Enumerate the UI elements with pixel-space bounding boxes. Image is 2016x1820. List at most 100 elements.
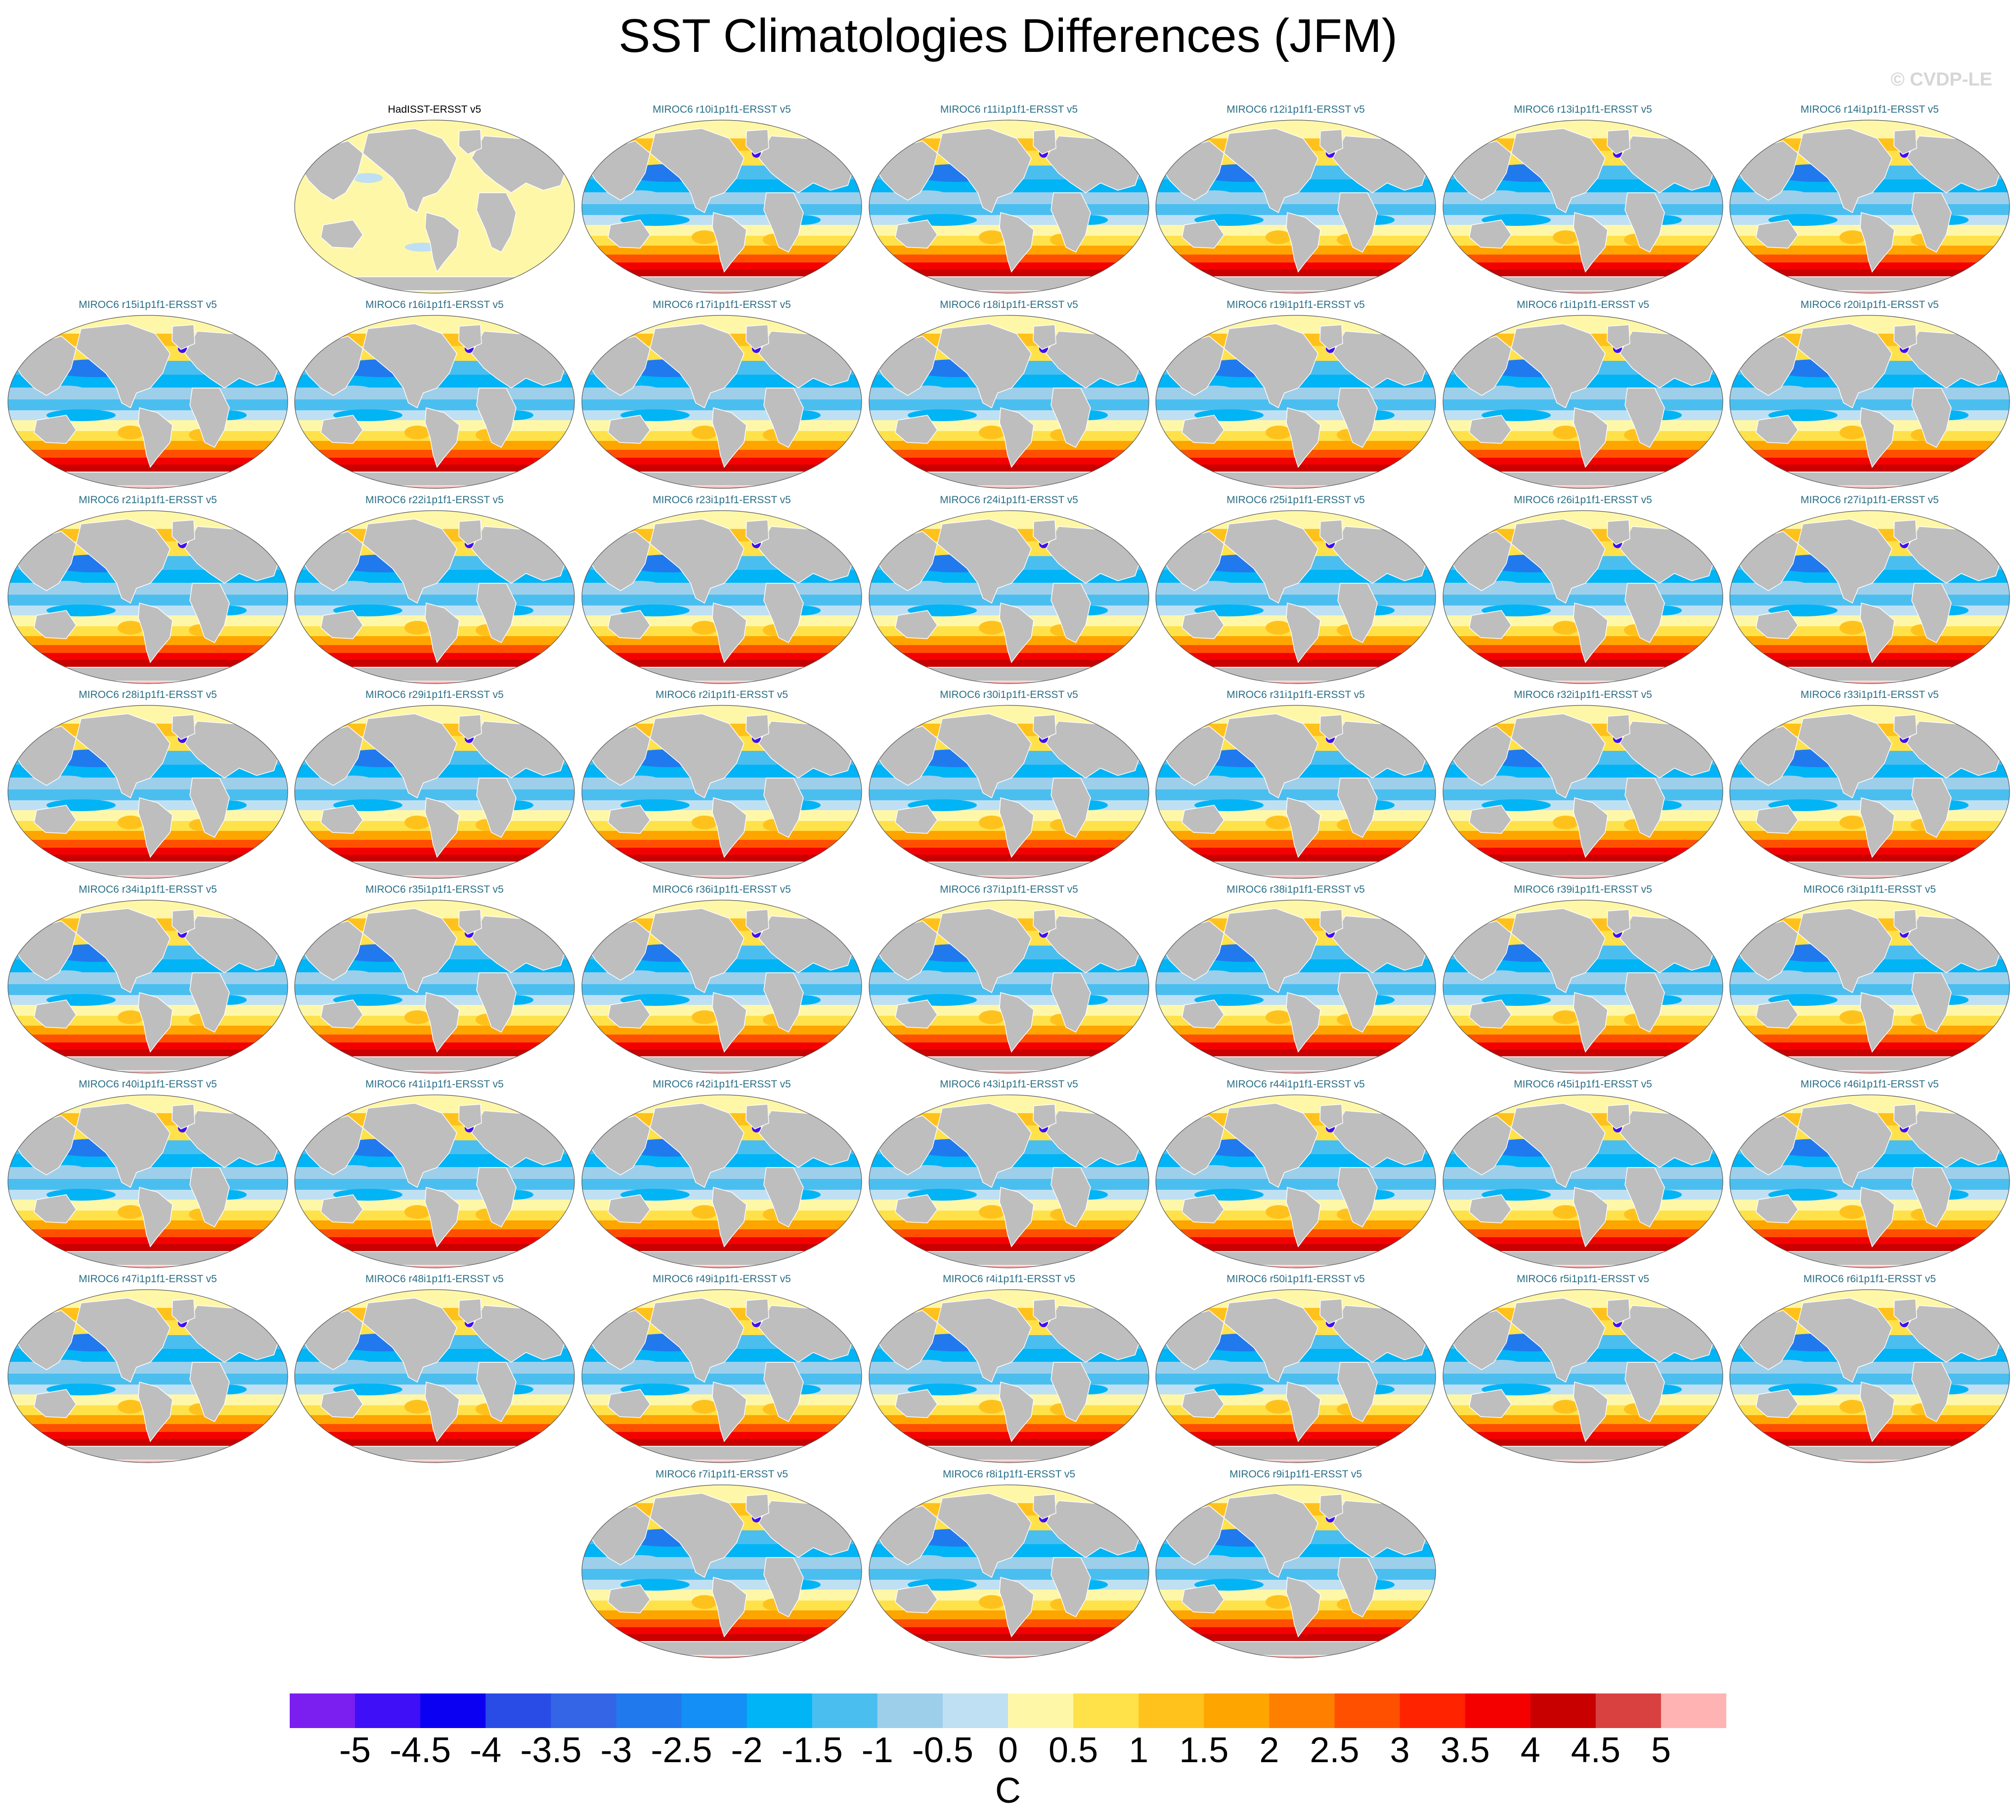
land-africa [1337, 583, 1378, 643]
land-south-america [999, 1382, 1034, 1442]
map-panel: MIROC6 r44i1p1f1-ERSST v5 [1155, 1079, 1437, 1269]
sst-band [1443, 1374, 1723, 1385]
map-outline [294, 705, 575, 879]
sst-band [295, 1439, 574, 1446]
land-africa [1337, 972, 1378, 1033]
land-greenland [1893, 1104, 1917, 1129]
sst-band [1443, 465, 1723, 472]
land-antarctica [1173, 1446, 1418, 1461]
sst-band [869, 204, 1149, 215]
land-north-america [1224, 519, 1318, 604]
colorbar-tick-label: 1 [1129, 1731, 1149, 1770]
sst-anomaly-patch [979, 230, 1005, 244]
land-greenland [1319, 1494, 1343, 1519]
land-south-america [712, 212, 747, 273]
sst-band [295, 789, 574, 800]
land-south-america [1286, 1382, 1321, 1442]
panel-title: MIROC6 r36i1p1f1-ERSST v5 [653, 884, 791, 895]
sst-band [1156, 399, 1436, 410]
map-field [8, 1095, 288, 1268]
map-outline [294, 1094, 575, 1268]
land-australia [895, 1584, 938, 1613]
map-field [582, 705, 862, 878]
land-africa [1911, 778, 1952, 838]
land-australia [1755, 415, 1798, 444]
colorbar-box [942, 1693, 1008, 1728]
land-australia [1182, 1194, 1225, 1223]
land-greenland [1893, 520, 1917, 545]
map-field [1730, 511, 2010, 684]
land-australia [895, 219, 938, 249]
sst-anomaly-patch [404, 1400, 430, 1414]
sst-band [8, 1237, 288, 1244]
land-north-america [650, 1493, 745, 1578]
sst-band [1156, 458, 1436, 465]
map-panel: MIROC6 r12i1p1f1-ERSST v5 [1155, 104, 1437, 294]
colorbar-box [1595, 1693, 1662, 1728]
map-panel: MIROC6 r15i1p1f1-ERSST v5 [7, 299, 289, 489]
colorbar-box [1661, 1693, 1726, 1728]
land-north-america [1224, 323, 1318, 409]
land-south-america [1286, 407, 1321, 468]
land-greenland [1033, 909, 1056, 935]
sst-difference-map [581, 1484, 862, 1658]
sst-difference-map [1729, 705, 2010, 879]
colorbar-tick-label: -4.5 [390, 1731, 451, 1770]
sst-difference-map [869, 1289, 1149, 1463]
map-panel: MIROC6 r26i1p1f1-ERSST v5 [1442, 494, 1724, 685]
land-antarctica [25, 1056, 270, 1071]
map-panel: HadISST-ERSST v5 [294, 104, 575, 294]
map-panel: MIROC6 r6i1p1f1-ERSST v5 [1729, 1273, 2011, 1464]
land-australia [320, 219, 363, 249]
sst-anomaly-patch [1553, 1010, 1578, 1024]
sst-band [295, 1374, 574, 1385]
sst-anomaly-patch [692, 1595, 717, 1609]
land-africa [476, 583, 517, 643]
panel-title: MIROC6 r30i1p1f1-ERSST v5 [940, 689, 1078, 700]
land-south-america [425, 797, 460, 858]
sst-difference-map [1443, 1094, 1723, 1268]
map-outline [1443, 120, 1723, 294]
sst-anomaly-patch [1553, 1205, 1578, 1219]
panel-title: MIROC6 r25i1p1f1-ERSST v5 [1227, 494, 1365, 506]
map-outline [581, 1289, 862, 1463]
land-south-america [1573, 603, 1608, 663]
sst-difference-map [1155, 1289, 1436, 1463]
sst-band [1443, 1237, 1723, 1244]
land-north-america [937, 1298, 1032, 1383]
map-outline [1155, 705, 1436, 879]
sst-anomaly-patch [1266, 230, 1291, 244]
land-africa [1624, 1167, 1665, 1227]
sst-band [295, 1244, 574, 1251]
map-outline [1729, 315, 2010, 489]
sst-band [869, 1237, 1149, 1244]
map-field [869, 1485, 1149, 1658]
land-antarctica [25, 1446, 270, 1461]
colorbar-box [1204, 1693, 1270, 1728]
map-outline [1155, 315, 1436, 489]
land-south-america [712, 603, 747, 663]
sst-band [869, 269, 1149, 276]
land-antarctica [25, 472, 270, 486]
map-outline [1155, 120, 1436, 294]
land-north-america [1797, 1298, 1892, 1383]
sst-band [8, 848, 288, 855]
sst-band [1730, 653, 2010, 660]
sst-band [582, 262, 862, 269]
land-antarctica [599, 1641, 844, 1656]
land-greenland [1033, 1104, 1056, 1129]
sst-band [1156, 465, 1436, 472]
land-africa [1051, 1557, 1091, 1617]
sst-band [8, 660, 288, 667]
land-greenland [745, 129, 769, 155]
land-south-america [425, 407, 460, 468]
land-greenland [1319, 1299, 1343, 1324]
sst-band [869, 855, 1149, 862]
map-outline [294, 1289, 575, 1463]
land-australia [1469, 1194, 1512, 1223]
sst-band [1730, 399, 2010, 410]
land-south-america [999, 992, 1034, 1053]
land-australia [34, 805, 77, 834]
sst-band [1730, 1049, 2010, 1056]
colorbar-box [355, 1693, 421, 1728]
